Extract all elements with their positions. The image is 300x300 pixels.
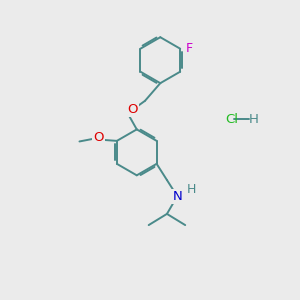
Text: N: N [172, 190, 182, 203]
Text: F: F [185, 42, 193, 55]
Text: O: O [93, 131, 104, 144]
Text: H: H [249, 112, 259, 126]
Text: H: H [187, 183, 196, 196]
Text: Cl: Cl [225, 112, 238, 126]
Text: O: O [128, 103, 138, 116]
